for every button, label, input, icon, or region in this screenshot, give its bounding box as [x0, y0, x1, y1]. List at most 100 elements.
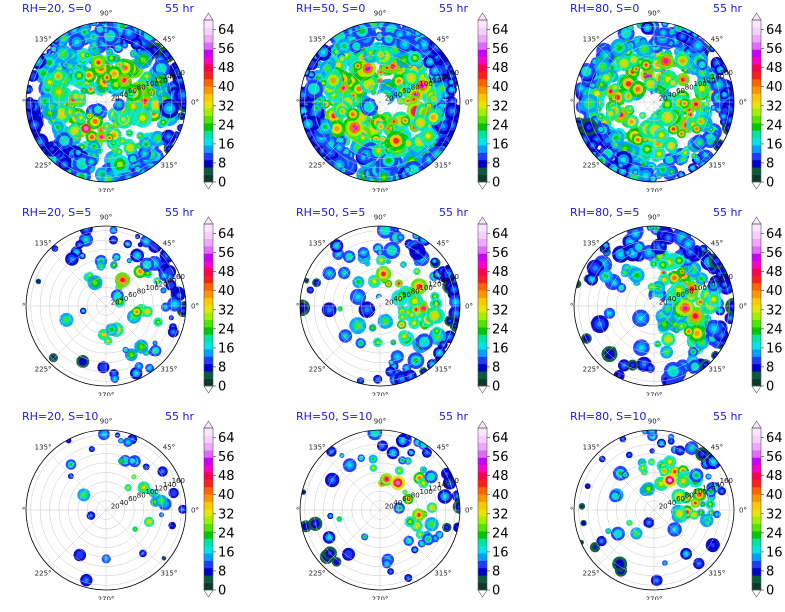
field-cell: [153, 244, 157, 249]
angle-label: 135°: [309, 240, 326, 248]
field-cell: [339, 307, 341, 310]
field-cell: [722, 115, 725, 118]
field-cell: [372, 91, 375, 94]
field-cell: [154, 342, 156, 344]
colorbar-segment: [204, 167, 213, 175]
field-cell: [76, 151, 80, 155]
colorbar-tick-label: 48: [766, 61, 783, 76]
colorbar-segment: [478, 327, 487, 335]
field-cell: [62, 36, 66, 41]
field-cell: [623, 30, 629, 36]
colorbar-segment: [752, 115, 761, 124]
field-cell: [435, 76, 439, 80]
field-cell: [328, 141, 335, 147]
field-cell: [79, 160, 86, 167]
field-cell: [452, 287, 457, 292]
field-cell: [135, 310, 139, 314]
colorbar-segment: [752, 123, 761, 131]
field-cell: [677, 25, 681, 29]
colorbar-tick-label: 56: [492, 42, 509, 57]
colorbar-segment: [752, 101, 761, 109]
field-cell: [634, 171, 637, 174]
radius-label: 140: [163, 73, 176, 81]
grid-spoke: [323, 249, 381, 307]
colorbar-segment: [478, 371, 487, 379]
field-cell: [421, 339, 427, 345]
field-cell: [415, 308, 418, 311]
field-cell: [72, 128, 77, 133]
field-cell: [392, 120, 396, 123]
field-cell: [620, 169, 625, 174]
colorbar-tick-label: 56: [492, 246, 509, 261]
field-cell: [56, 74, 61, 79]
colorbar-segment: [478, 297, 487, 306]
field-cell: [335, 62, 341, 68]
field-cell: [432, 97, 436, 100]
colorbar-max-arrow: [477, 216, 488, 225]
field-cell: [108, 50, 111, 54]
radius-label: 60: [128, 87, 137, 95]
field-cell: [130, 103, 136, 109]
colorbar-segment: [478, 305, 487, 313]
field-cell: [634, 272, 640, 278]
field-cell: [392, 341, 395, 344]
field-cell: [680, 77, 685, 82]
colorbar-tick-label: 48: [218, 265, 235, 280]
colorbar-tick-label: 16: [218, 137, 235, 152]
colorbar-tick-label: 24: [492, 118, 509, 133]
field-cell: [315, 106, 319, 110]
field-cell: [718, 309, 722, 313]
field-cell: [121, 139, 124, 143]
field-cell: [321, 81, 325, 85]
panel-title: RH=50, S=0: [296, 2, 366, 15]
field-cell: [117, 161, 123, 168]
colorbar-segment: [204, 356, 213, 365]
radius-label: 120: [154, 280, 167, 288]
field-cell: [386, 36, 391, 42]
field-cell: [67, 169, 70, 173]
field-cell: [95, 51, 98, 53]
field-cell: [400, 323, 404, 326]
angle-label: 270°: [98, 392, 115, 397]
colorbar-tick-label: 48: [492, 265, 509, 280]
field-cell: [158, 66, 164, 72]
colorbar-tick-label: 40: [492, 284, 509, 299]
angle-label: 135°: [35, 36, 52, 44]
field-cell: [672, 275, 677, 281]
field-cell: [399, 376, 405, 382]
angle-label: 90°: [374, 10, 386, 18]
field-cell: [106, 32, 113, 39]
colorbar-tick-label: 24: [492, 322, 509, 337]
field-cell: [583, 68, 589, 74]
field-cell: [80, 95, 83, 98]
radius-label: 40: [393, 295, 402, 303]
colorbar-segment: [478, 20, 487, 28]
field-cell: [408, 374, 413, 378]
field-cell: [400, 88, 405, 93]
polar-frame: [299, 21, 461, 183]
field-cell: [117, 102, 121, 107]
field-cell: [692, 313, 699, 319]
colorbar-tick-label: 64: [218, 227, 235, 242]
field-cell: [83, 126, 89, 131]
colorbar-tick-label: 0: [766, 176, 774, 191]
colorbar-segment: [478, 115, 487, 124]
field-cell: [402, 57, 407, 63]
field-cell: [132, 52, 136, 55]
colorbar-segment: [478, 71, 487, 80]
field-cell: [56, 89, 62, 95]
colorbar-segment: [752, 93, 761, 102]
colorbar-segment: [478, 137, 487, 146]
angle-label: 135°: [583, 36, 600, 44]
colorbar-tick-label: 0: [492, 380, 500, 395]
colorbar-segment: [478, 378, 487, 387]
field-cell: [370, 87, 373, 90]
field-cell: [330, 77, 336, 84]
field-cell: [405, 366, 409, 370]
radius-label: 140: [163, 277, 176, 285]
colorbar-tick-label: 8: [492, 360, 500, 375]
radius-label: 20: [111, 298, 120, 306]
colorbar-tick-label: 16: [766, 137, 783, 152]
polar-plot: 20 40 60 80 10012014016090°45°0°315°270°225°…: [22, 214, 235, 397]
